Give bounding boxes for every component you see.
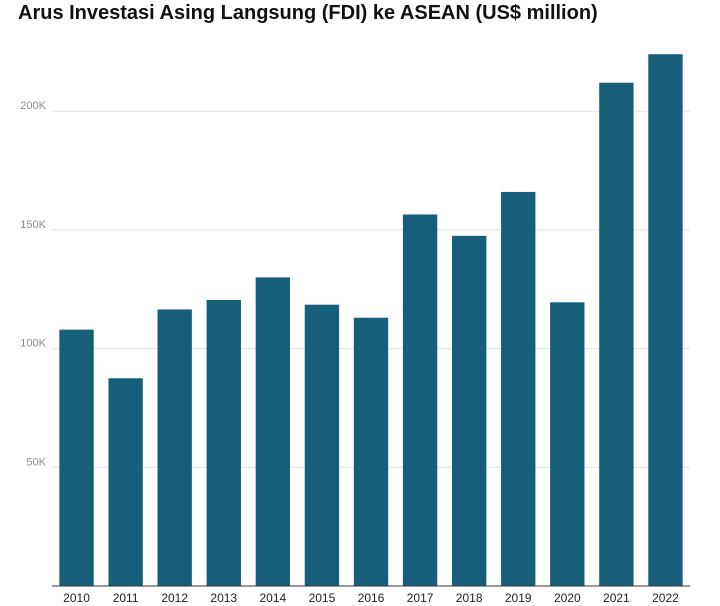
- bar-2015: [304, 304, 340, 586]
- y-tick-label: 50K: [26, 456, 46, 468]
- bar-2017: [402, 214, 438, 586]
- x-tick-label-2015: 2015: [309, 591, 336, 605]
- x-tick-label-2018: 2018: [456, 591, 483, 605]
- bars: [59, 54, 683, 587]
- bar-2016: [353, 317, 389, 586]
- x-tick-label-2010: 2010: [63, 591, 90, 605]
- chart-title: Arus Investasi Asing Langsung (FDI) ke A…: [18, 2, 598, 24]
- y-tick-label: 200K: [20, 100, 46, 112]
- x-tick-label-2020: 2020: [554, 591, 581, 605]
- bar-2010: [59, 329, 94, 586]
- y-tick-label: 150K: [20, 219, 46, 231]
- x-tick-label-2013: 2013: [210, 591, 237, 605]
- x-tick-label-2011: 2011: [113, 591, 139, 605]
- x-tick-label-2019: 2019: [505, 591, 532, 605]
- x-tick-label-2021: 2021: [603, 591, 630, 605]
- bar-2013: [206, 299, 241, 586]
- y-axis-ticks: 50K 100K 150K 200K: [20, 100, 46, 468]
- x-tick-label-2022: 2022: [652, 591, 679, 605]
- x-axis-ticks: 2010 2011 2012 2013 2014 2015 2016 2017 2018 2019…: [63, 591, 679, 605]
- x-tick-label-2012: 2012: [161, 591, 188, 605]
- bar-2021: [599, 82, 634, 586]
- x-tick-label-2017: 2017: [407, 591, 434, 605]
- y-tick-label: 100K: [20, 338, 46, 350]
- bar-2018: [451, 235, 487, 586]
- bar-2011: [108, 378, 143, 586]
- x-tick-label-2014: 2014: [259, 591, 286, 605]
- bar-2020: [550, 302, 585, 586]
- bar-2014: [255, 277, 291, 586]
- bar-2012: [157, 309, 192, 586]
- bar-2019: [501, 191, 536, 587]
- x-tick-label-2016: 2016: [358, 591, 385, 605]
- bar-2022: [648, 54, 683, 587]
